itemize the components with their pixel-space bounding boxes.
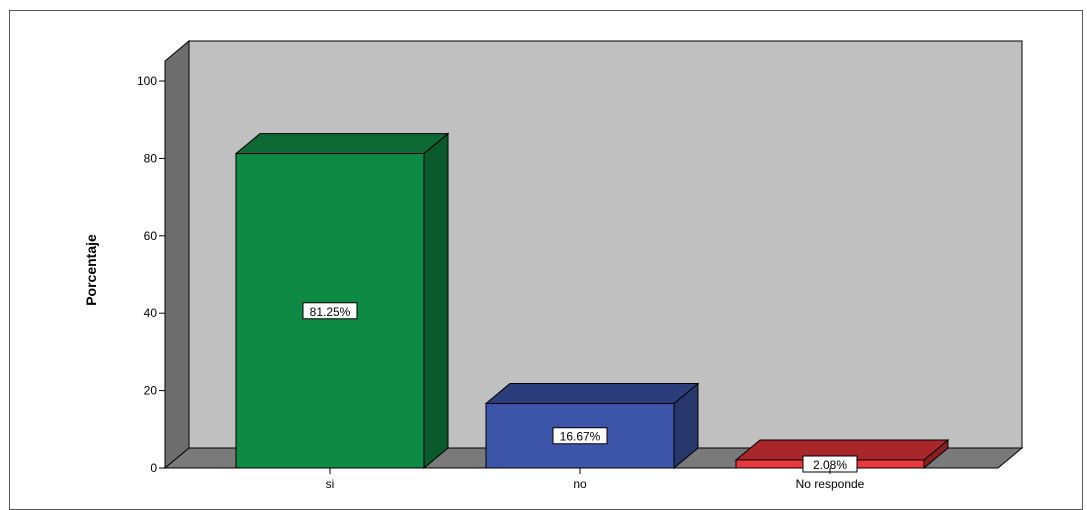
y-tick-label: 20 [144, 384, 158, 398]
data-label-box [552, 427, 608, 445]
bar-2: 16.67% [484, 382, 700, 470]
bar-chart: 0 20 40 60 80 100 81.25% 16.67% 2.08% si no No re… [83, 39, 1024, 491]
x-category-label: si [326, 477, 335, 491]
bar-3: 2.08% [734, 438, 950, 473]
x-category-label: no [573, 477, 587, 491]
x-category-label: No responde [796, 477, 865, 491]
bar-top [484, 382, 700, 404]
bar-1: 81.25% [234, 132, 450, 470]
y-tick-label: 40 [144, 306, 158, 320]
category-labels: si no No responde [326, 468, 865, 491]
y-tick-label: 0 [150, 461, 157, 475]
data-label-box [302, 302, 358, 320]
y-tick-label: 60 [144, 229, 158, 243]
y-axis: 0 20 40 60 80 100 [137, 61, 166, 475]
bar-top [234, 133, 450, 155]
data-label: 2.08% [813, 458, 847, 472]
side-wall [164, 39, 190, 470]
bar-side [423, 132, 449, 470]
data-label: 16.67% [560, 430, 601, 444]
y-tick-label: 100 [137, 74, 157, 88]
data-label: 81.25% [310, 305, 351, 319]
bars: 81.25% 16.67% 2.08% [234, 132, 950, 473]
y-axis-title: Porcentaje [83, 234, 99, 306]
y-tick-label: 80 [144, 151, 158, 165]
